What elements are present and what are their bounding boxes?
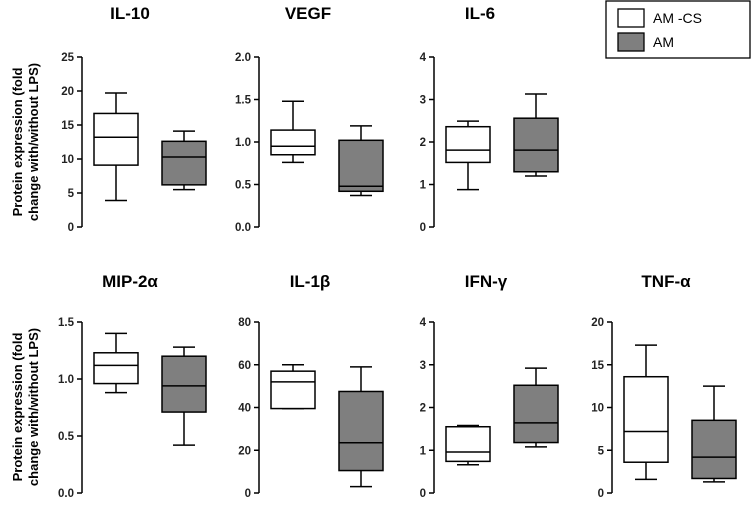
- iqr-box: [445, 125, 491, 164]
- y-tick-label: 0: [420, 488, 426, 500]
- box-am-cs: [445, 120, 491, 191]
- iqr-box: [270, 129, 316, 156]
- box-am: [338, 125, 384, 197]
- figure-ylabel-row-1: Protein expression (fold change with/with…: [10, 63, 41, 221]
- panel-tnf: TNF-α 0 5 10 15 20: [591, 272, 737, 500]
- y-tick-label: 10: [61, 154, 74, 166]
- y-tick-label: 3: [420, 360, 426, 372]
- legend-label-am-cs: AM -CS: [653, 10, 702, 26]
- y-tick-label: 0: [598, 488, 604, 500]
- panel-title: IL-1β: [290, 272, 331, 291]
- box-am-cs: [93, 332, 139, 394]
- box-am: [691, 385, 737, 483]
- panel-title: MIP-2α: [102, 272, 158, 291]
- iqr-box: [93, 112, 139, 166]
- y-tick-label: 0: [420, 222, 426, 234]
- panel-il-6: IL-6 0 1 2 3 4: [420, 4, 559, 234]
- box-am-cs: [445, 424, 491, 466]
- iqr-box: [691, 419, 737, 480]
- y-tick-label: 15: [591, 360, 604, 372]
- legend-label-am: AM: [653, 34, 674, 50]
- y-tick-label: 0.5: [235, 180, 252, 192]
- figure-ylabel-line: Protein expression (fold: [10, 333, 25, 482]
- panel-vegf: VEGF 0.0 0.5 1.0 1.5 2.0: [235, 4, 384, 234]
- y-tick-label: 20: [238, 445, 251, 457]
- y-tick-label: 0: [68, 222, 74, 234]
- y-tick-label: 1: [420, 180, 427, 192]
- y-tick-label: 1.5: [58, 317, 75, 329]
- y-tick-label: 4: [420, 317, 427, 329]
- panel-il-10: IL-10 0 5 10 15 20 25: [61, 4, 207, 234]
- y-tick-label: 40: [238, 403, 251, 415]
- box-am-cs: [270, 364, 316, 410]
- panel-title: IL-10: [110, 4, 150, 23]
- y-tick-label: 1.5: [235, 95, 252, 107]
- legend-swatch-am-cs: [617, 8, 645, 28]
- y-tick-label: 80: [238, 317, 251, 329]
- box-am: [161, 346, 207, 446]
- y-tick-label: 5: [68, 188, 75, 200]
- box-am: [513, 93, 559, 177]
- box-am-cs: [623, 344, 669, 481]
- panel-title: TNF-α: [641, 272, 691, 291]
- y-tick-label: 0: [245, 488, 251, 500]
- y-tick-label: 60: [238, 360, 251, 372]
- iqr-box: [161, 140, 207, 186]
- iqr-box: [93, 352, 139, 385]
- panel-ifn: IFN-γ 0 1 2 3 4: [420, 272, 559, 500]
- y-tick-label: 1.0: [58, 374, 74, 386]
- y-tick-label: 2: [420, 403, 426, 415]
- y-tick-label: 5: [598, 445, 605, 457]
- iqr-box: [161, 355, 207, 413]
- legend-swatch-am: [617, 32, 645, 52]
- figure-ylabel-line: Protein expression (fold: [10, 68, 25, 217]
- box-am-cs: [270, 100, 316, 164]
- iqr-box: [513, 117, 559, 173]
- box-am-cs: [93, 92, 139, 202]
- y-tick-label: 2: [420, 137, 426, 149]
- panels: IL-100510152025VEGF0.00.51.01.52.0IL-601…: [58, 4, 737, 500]
- iqr-box: [270, 370, 316, 410]
- y-tick-label: 1: [420, 445, 427, 457]
- panel-mip-2: MIP-2α 0.0 0.5 1.0 1.5: [58, 272, 207, 500]
- panel-title: IFN-γ: [465, 272, 508, 291]
- y-tick-label: 2.0: [235, 52, 251, 64]
- figure-ylabel-line: change with/without LPS): [26, 328, 41, 486]
- box-am: [161, 130, 207, 191]
- y-tick-label: 0.0: [235, 222, 251, 234]
- panel-title: IL-6: [465, 4, 495, 23]
- y-tick-label: 15: [61, 120, 74, 132]
- figure-ylabel-row-2: Protein expression (fold change with/with…: [10, 328, 41, 486]
- y-tick-label: 25: [61, 52, 74, 64]
- y-tick-label: 1.0: [235, 137, 251, 149]
- y-tick-label: 20: [591, 317, 604, 329]
- iqr-box: [445, 425, 491, 463]
- figure-ylabel-line: change with/without LPS): [26, 63, 41, 221]
- iqr-box: [338, 139, 384, 193]
- box-am: [338, 366, 384, 488]
- y-axis-labels: Protein expression (fold change with/with…: [10, 63, 41, 486]
- y-tick-label: 20: [61, 86, 74, 98]
- iqr-box: [513, 384, 559, 444]
- y-tick-label: 0.0: [58, 488, 74, 500]
- y-tick-label: 4: [420, 52, 427, 64]
- y-tick-label: 3: [420, 95, 426, 107]
- iqr-box: [338, 390, 384, 472]
- panel-title: VEGF: [285, 4, 331, 23]
- y-tick-label: 10: [591, 403, 604, 415]
- iqr-box: [623, 375, 669, 463]
- box-am: [513, 367, 559, 448]
- y-tick-label: 0.5: [58, 431, 75, 443]
- legend: AM -CS AM: [605, 0, 751, 59]
- panel-il-1: IL-1β 0 20 40 60 80: [238, 272, 384, 500]
